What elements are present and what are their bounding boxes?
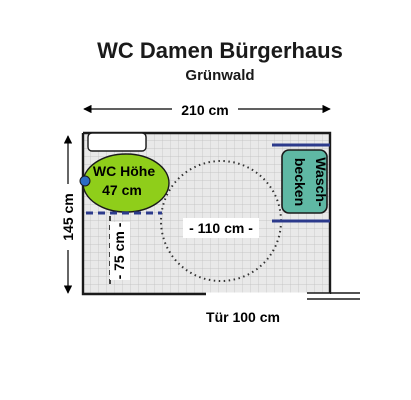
wc-height-label: WC Höhe [93,163,155,179]
height-label: 145 cm [60,193,76,240]
turning-circle-label-bg [183,218,259,238]
width-label: 210 cm [181,102,228,118]
page-title: WC Damen Bürgerhaus [97,38,343,63]
wc-height-value: 47 cm [102,182,142,198]
turning-circle-label: - 110 cm - [189,220,253,236]
door-label: Tür 100 cm [206,309,280,325]
page-subtitle: Grünwald [185,67,254,84]
sink-label-line1: Wasch- [313,157,329,207]
sink-basin [281,149,328,214]
flush-button-icon [79,175,91,187]
side-clearance-label-bg [110,222,130,280]
sink-label-line2: becken [292,158,308,206]
side-clearance-label: - 75 cm - [111,222,127,279]
height-label-bg [56,184,80,250]
width-label-bg [172,98,238,118]
wc-cistern [87,132,147,152]
